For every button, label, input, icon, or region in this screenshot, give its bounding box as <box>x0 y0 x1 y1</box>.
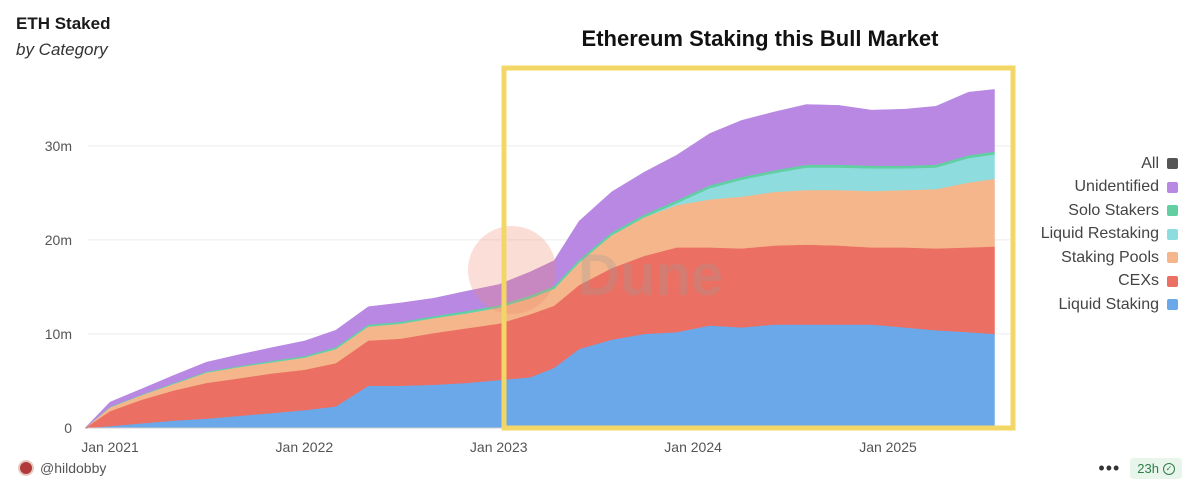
legend-item-all[interactable]: All <box>1041 152 1178 176</box>
x-tick-label: Jan 2021 <box>81 439 139 455</box>
legend-swatch <box>1167 205 1178 217</box>
legend-swatch <box>1167 252 1178 264</box>
legend-item-staking-pools[interactable]: Staking Pools <box>1041 246 1178 270</box>
author-name[interactable]: @hildobby <box>40 460 107 476</box>
chart-subtitle: by Category <box>16 40 108 59</box>
refresh-age-badge[interactable]: 23h ✓ <box>1130 458 1182 479</box>
legend-swatch <box>1167 181 1178 193</box>
x-tick-label: Jan 2024 <box>664 439 722 455</box>
legend-item-unidentified[interactable]: Unidentified <box>1041 176 1178 200</box>
legend-swatch <box>1167 228 1178 240</box>
x-tick-label: Jan 2023 <box>470 439 528 455</box>
dune-logo-icon <box>468 226 556 314</box>
highlight-box <box>501 65 1016 431</box>
legend: All Unidentified Solo Stakers Liquid Restak… <box>1041 152 1178 317</box>
y-tick-label: 10m <box>45 326 72 342</box>
legend-label: Liquid Staking <box>1058 295 1159 313</box>
y-tick-label: 20m <box>45 232 72 248</box>
y-tick-label: 30m <box>45 138 72 154</box>
x-tick-label: Jan 2022 <box>276 439 334 455</box>
legend-label: Unidentified <box>1074 178 1160 196</box>
stacked-areas[interactable] <box>84 89 995 429</box>
more-options-icon[interactable]: ••• <box>1098 458 1121 478</box>
age-text: 23h <box>1137 461 1159 476</box>
legend-label: Liquid Restaking <box>1040 225 1159 243</box>
avatar-icon <box>18 460 34 476</box>
author-credit[interactable]: @hildobby <box>18 460 106 476</box>
legend-item-cexs[interactable]: CEXs <box>1041 270 1178 294</box>
check-circle-icon: ✓ <box>1163 462 1175 475</box>
area-unidentified[interactable] <box>84 89 995 429</box>
legend-label: CEXs <box>1118 272 1159 290</box>
x-tick-label: Jan 2025 <box>859 439 917 455</box>
legend-label: Solo Stakers <box>1068 201 1159 219</box>
dune-watermark: Dune <box>468 226 723 314</box>
legend-swatch <box>1167 299 1178 311</box>
legend-item-liquid-staking[interactable]: Liquid Staking <box>1041 293 1178 317</box>
chart-title: ETH Staked <box>16 14 111 33</box>
watermark-text: Dune <box>578 243 723 308</box>
y-tick-label: 0 <box>64 420 72 436</box>
legend-swatch <box>1167 275 1178 287</box>
legend-label: Staking Pools <box>1061 248 1159 266</box>
legend-item-liquid-restaking[interactable]: Liquid Restaking <box>1041 223 1178 247</box>
legend-label: All <box>1141 154 1159 172</box>
footer-actions: ••• 23h ✓ <box>1098 458 1182 479</box>
highlight-annotation: Ethereum Staking this Bull Market <box>581 26 939 51</box>
legend-item-solo-stakers[interactable]: Solo Stakers <box>1041 199 1178 223</box>
legend-swatch <box>1167 158 1178 170</box>
